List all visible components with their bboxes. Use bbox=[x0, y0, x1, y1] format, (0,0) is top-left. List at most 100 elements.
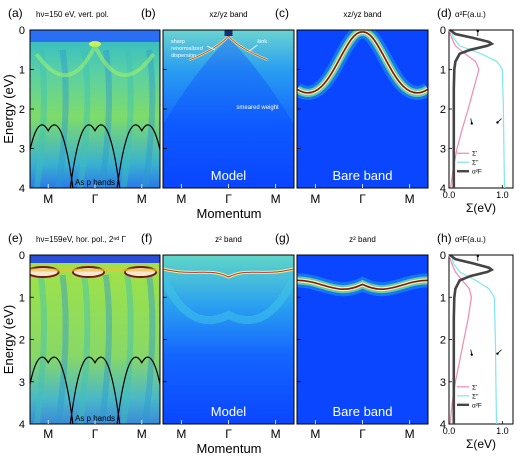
annotation-dispersion: dispersion bbox=[171, 53, 196, 59]
sigma-y-tick-label: 0 bbox=[440, 250, 446, 262]
panel-h: Σ' Σ'' α²F 0 1 2 3 40.0 1.0Σ(eV) (h) α²F(a.u.) bbox=[437, 231, 514, 451]
sigma-real-curve bbox=[448, 29, 480, 189]
energy-tick-label: 3 bbox=[19, 144, 25, 156]
legend-label: α²F bbox=[472, 169, 482, 176]
k-tick-label: Γ bbox=[359, 427, 366, 441]
panel-letter: (f) bbox=[141, 231, 152, 245]
panel-subtitle: Model bbox=[211, 168, 247, 183]
intensity-map bbox=[163, 30, 294, 188]
energy-tick-label: 3 bbox=[19, 377, 25, 389]
sigma-y-tick-label: 2 bbox=[440, 335, 446, 347]
sigma-y-tick-label: 0 bbox=[440, 25, 446, 37]
k-tick-label: M bbox=[310, 192, 320, 206]
legend-label: Σ'' bbox=[472, 160, 479, 167]
sigma-y-tick-label: 4 bbox=[440, 419, 446, 431]
sigma-y-tick-label: 3 bbox=[440, 144, 446, 156]
energy-tick-label: 2 bbox=[19, 104, 25, 116]
sigma-y-tick-label: 1 bbox=[440, 292, 446, 304]
panel-subtitle: Bare band bbox=[333, 168, 393, 183]
k-tick-label: M bbox=[271, 427, 281, 441]
sigma-xlabel: Σ(eV) bbox=[466, 201, 496, 215]
as-p-bands-label: As p bands bbox=[75, 178, 115, 187]
intensity-map bbox=[163, 255, 294, 424]
panel-d: Σ' Σ'' α²F 0 1 2 3 40.0 1.0Σ(eV) (d) α²F(a.u.) bbox=[437, 6, 514, 215]
panel-title: z² band bbox=[349, 235, 376, 244]
k-tick-label: M bbox=[43, 427, 53, 441]
as-p-bands-label: As p bands bbox=[75, 414, 115, 423]
energy-tick-label: 4 bbox=[19, 419, 25, 431]
energy-tick-label: 1 bbox=[19, 292, 25, 304]
panel-letter: (b) bbox=[141, 6, 156, 20]
energy-tick-label: 1 bbox=[19, 65, 25, 77]
k-tick-label: Γ bbox=[92, 427, 99, 441]
annotation-smeared-weight: smeared weight bbox=[236, 105, 279, 111]
panel-title: hν=150 eV, vert. pol. bbox=[36, 10, 109, 19]
k-tick-label: M bbox=[137, 427, 147, 441]
panel-subtitle: Model bbox=[211, 404, 247, 419]
energy-axis-label: Energy (eV) bbox=[1, 74, 16, 143]
panel-title: xz/yz band bbox=[343, 10, 381, 19]
bare-band-dispersion bbox=[297, 31, 428, 94]
momentum-axis-label: Momentum bbox=[196, 441, 261, 456]
legend-label: α²F bbox=[472, 402, 482, 409]
k-tick-label: M bbox=[310, 427, 320, 441]
sigma-imag-curve bbox=[451, 254, 498, 425]
alpha2F-curve bbox=[449, 253, 495, 424]
annotation-kink: kink bbox=[257, 39, 267, 45]
legend-label: Σ' bbox=[472, 384, 477, 391]
sigma-imag-curve bbox=[451, 29, 506, 189]
legend-label: Σ' bbox=[472, 151, 477, 158]
sigma-y-tick-label: 2 bbox=[440, 104, 446, 116]
k-tick-label: Γ bbox=[225, 192, 232, 206]
panel-letter: (h) bbox=[437, 231, 452, 245]
k-tick-label: Γ bbox=[92, 192, 99, 206]
annotation-sharp: sharp bbox=[171, 39, 185, 45]
panel-title: α²F(a.u.) bbox=[455, 10, 486, 19]
panel-letter: (e) bbox=[8, 231, 23, 245]
k-tick-label: M bbox=[137, 192, 147, 206]
panel-letter: (g) bbox=[275, 231, 290, 245]
sigma-y-tick-label: 4 bbox=[440, 183, 446, 195]
panel-c: (c) xz/yz band Bare band M Γ M bbox=[275, 6, 429, 206]
panel-title: α²F(a.u.) bbox=[455, 235, 486, 244]
energy-tick-label: 2 bbox=[19, 335, 25, 347]
sigma-y-tick-label: 3 bbox=[440, 377, 446, 389]
alpha2F-curve bbox=[449, 28, 495, 188]
panel-title: z² band bbox=[215, 235, 242, 244]
sigma-x-tick-label: 0.0 bbox=[443, 426, 456, 436]
energy-tick-label: 0 bbox=[19, 250, 25, 262]
momentum-axis-label: Momentum bbox=[196, 206, 261, 221]
k-tick-label: M bbox=[176, 427, 186, 441]
panel-a: (a) hν=150 eV, vert. pol. As p bands M Γ M bbox=[8, 6, 161, 206]
annotation-renormalized: renormalized bbox=[171, 46, 203, 52]
panel-f: (f) z² band Model M Γ M bbox=[141, 231, 295, 441]
panel-b: (b) xz/yz band Model sharprenormalizeddispe… bbox=[141, 6, 295, 206]
intensity-map bbox=[30, 30, 160, 188]
intensity-map bbox=[297, 30, 428, 188]
panel-letter: (c) bbox=[275, 6, 289, 20]
k-tick-label: Γ bbox=[225, 427, 232, 441]
panel-letter: (a) bbox=[8, 6, 23, 20]
k-tick-label: M bbox=[176, 192, 186, 206]
k-tick-label: M bbox=[271, 192, 281, 206]
sigma-y-tick-label: 1 bbox=[440, 65, 446, 77]
energy-axis-label: Energy (eV) bbox=[1, 305, 16, 374]
sigma-xlabel: Σ(eV) bbox=[466, 437, 496, 451]
k-tick-label: Γ bbox=[359, 192, 366, 206]
panel-title: xz/yz band bbox=[209, 10, 247, 19]
sigma-x-tick-label: 1.0 bbox=[496, 190, 509, 200]
panel-subtitle: Bare band bbox=[333, 404, 393, 419]
energy-tick-label: 4 bbox=[19, 183, 25, 195]
as-p-band-curve bbox=[69, 124, 121, 188]
as-p-band-curve bbox=[69, 356, 121, 424]
k-tick-label: M bbox=[405, 192, 415, 206]
panel-g: (g) z² band Bare band M Γ M bbox=[275, 231, 429, 441]
k-tick-label: M bbox=[405, 427, 415, 441]
sigma-x-tick-label: 0.0 bbox=[443, 190, 456, 200]
panel-letter: (d) bbox=[437, 6, 452, 20]
legend-label: Σ'' bbox=[472, 393, 479, 400]
bare-band-dispersion bbox=[297, 279, 428, 290]
panel-e: (e) hν=159eV, hor. pol., 2ⁿᵈ Γ As p bands M… bbox=[8, 231, 161, 441]
intensity-map bbox=[30, 255, 160, 424]
